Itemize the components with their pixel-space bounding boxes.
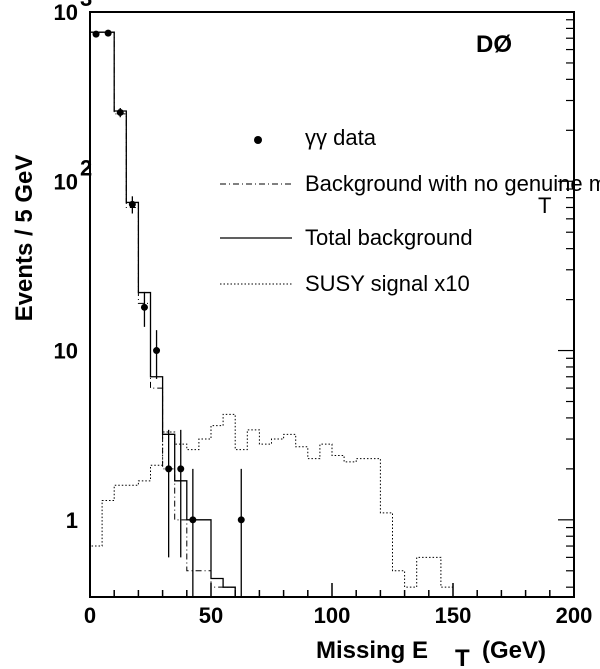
data-point: [140, 291, 148, 327]
experiment-label: DØ: [476, 31, 512, 58]
histogram-series-2: [90, 413, 502, 597]
y-tick-label-exponent: 2: [80, 155, 92, 180]
x-axis-title-unit: (GeV): [482, 637, 546, 664]
legend-no-genuine-subscript: T: [538, 193, 551, 218]
data-point: [128, 196, 136, 214]
x-tick-label: 100: [314, 603, 351, 628]
x-tick-label: 0: [84, 603, 96, 628]
data-point-marker: [92, 30, 100, 38]
axis-ticks: [89, 11, 575, 597]
histogram-series-1: [90, 31, 503, 597]
data-point-marker: [237, 516, 245, 524]
tick-labels: 050100150200110102103: [54, 0, 593, 628]
data-point: [177, 429, 185, 558]
legend-data-marker: [254, 136, 262, 144]
x-axis-title: Missing E T (GeV): [316, 637, 546, 669]
x-tick-label: 150: [435, 603, 472, 628]
data-point: [153, 330, 161, 379]
data-point-marker: [140, 303, 148, 311]
x-axis-title-sub: T: [455, 645, 470, 669]
data-point: [237, 468, 245, 597]
data-point: [116, 107, 124, 118]
y-tick-label: 10: [54, 169, 78, 194]
legend: γγ data Background with no genuine missi…: [220, 125, 600, 296]
plot-frame: [89, 11, 575, 598]
data-point-marker: [128, 200, 136, 208]
legend-susy-label: SUSY signal x10: [305, 271, 470, 296]
x-axis-title-main: Missing E: [316, 637, 428, 664]
x-tick-label: 50: [199, 603, 223, 628]
data-point: [165, 429, 173, 558]
data-point: [104, 29, 112, 37]
y-tick-label: 10: [54, 0, 78, 25]
y-axis-title: Events / 5 GeV: [11, 155, 38, 322]
data-point: [189, 468, 197, 597]
y-tick-label-exponent: 3: [80, 0, 92, 11]
data-point: [92, 30, 100, 38]
plot-content: [90, 29, 503, 597]
data-point-marker: [153, 347, 161, 355]
y-tick-label: 10: [54, 339, 78, 364]
histogram-series-0: [90, 31, 502, 597]
data-point-marker: [116, 108, 124, 116]
data-point-marker: [104, 29, 112, 37]
x-tick-label: 200: [556, 603, 593, 628]
y-tick-label: 1: [66, 508, 78, 533]
data-point-marker: [165, 465, 173, 473]
legend-data-label: γγ data: [305, 125, 377, 150]
legend-no-genuine-label: Background with no genuine missing E: [305, 171, 600, 196]
legend-total-label: Total background: [305, 225, 473, 250]
data-point-marker: [189, 516, 197, 524]
data-point-marker: [177, 465, 185, 473]
